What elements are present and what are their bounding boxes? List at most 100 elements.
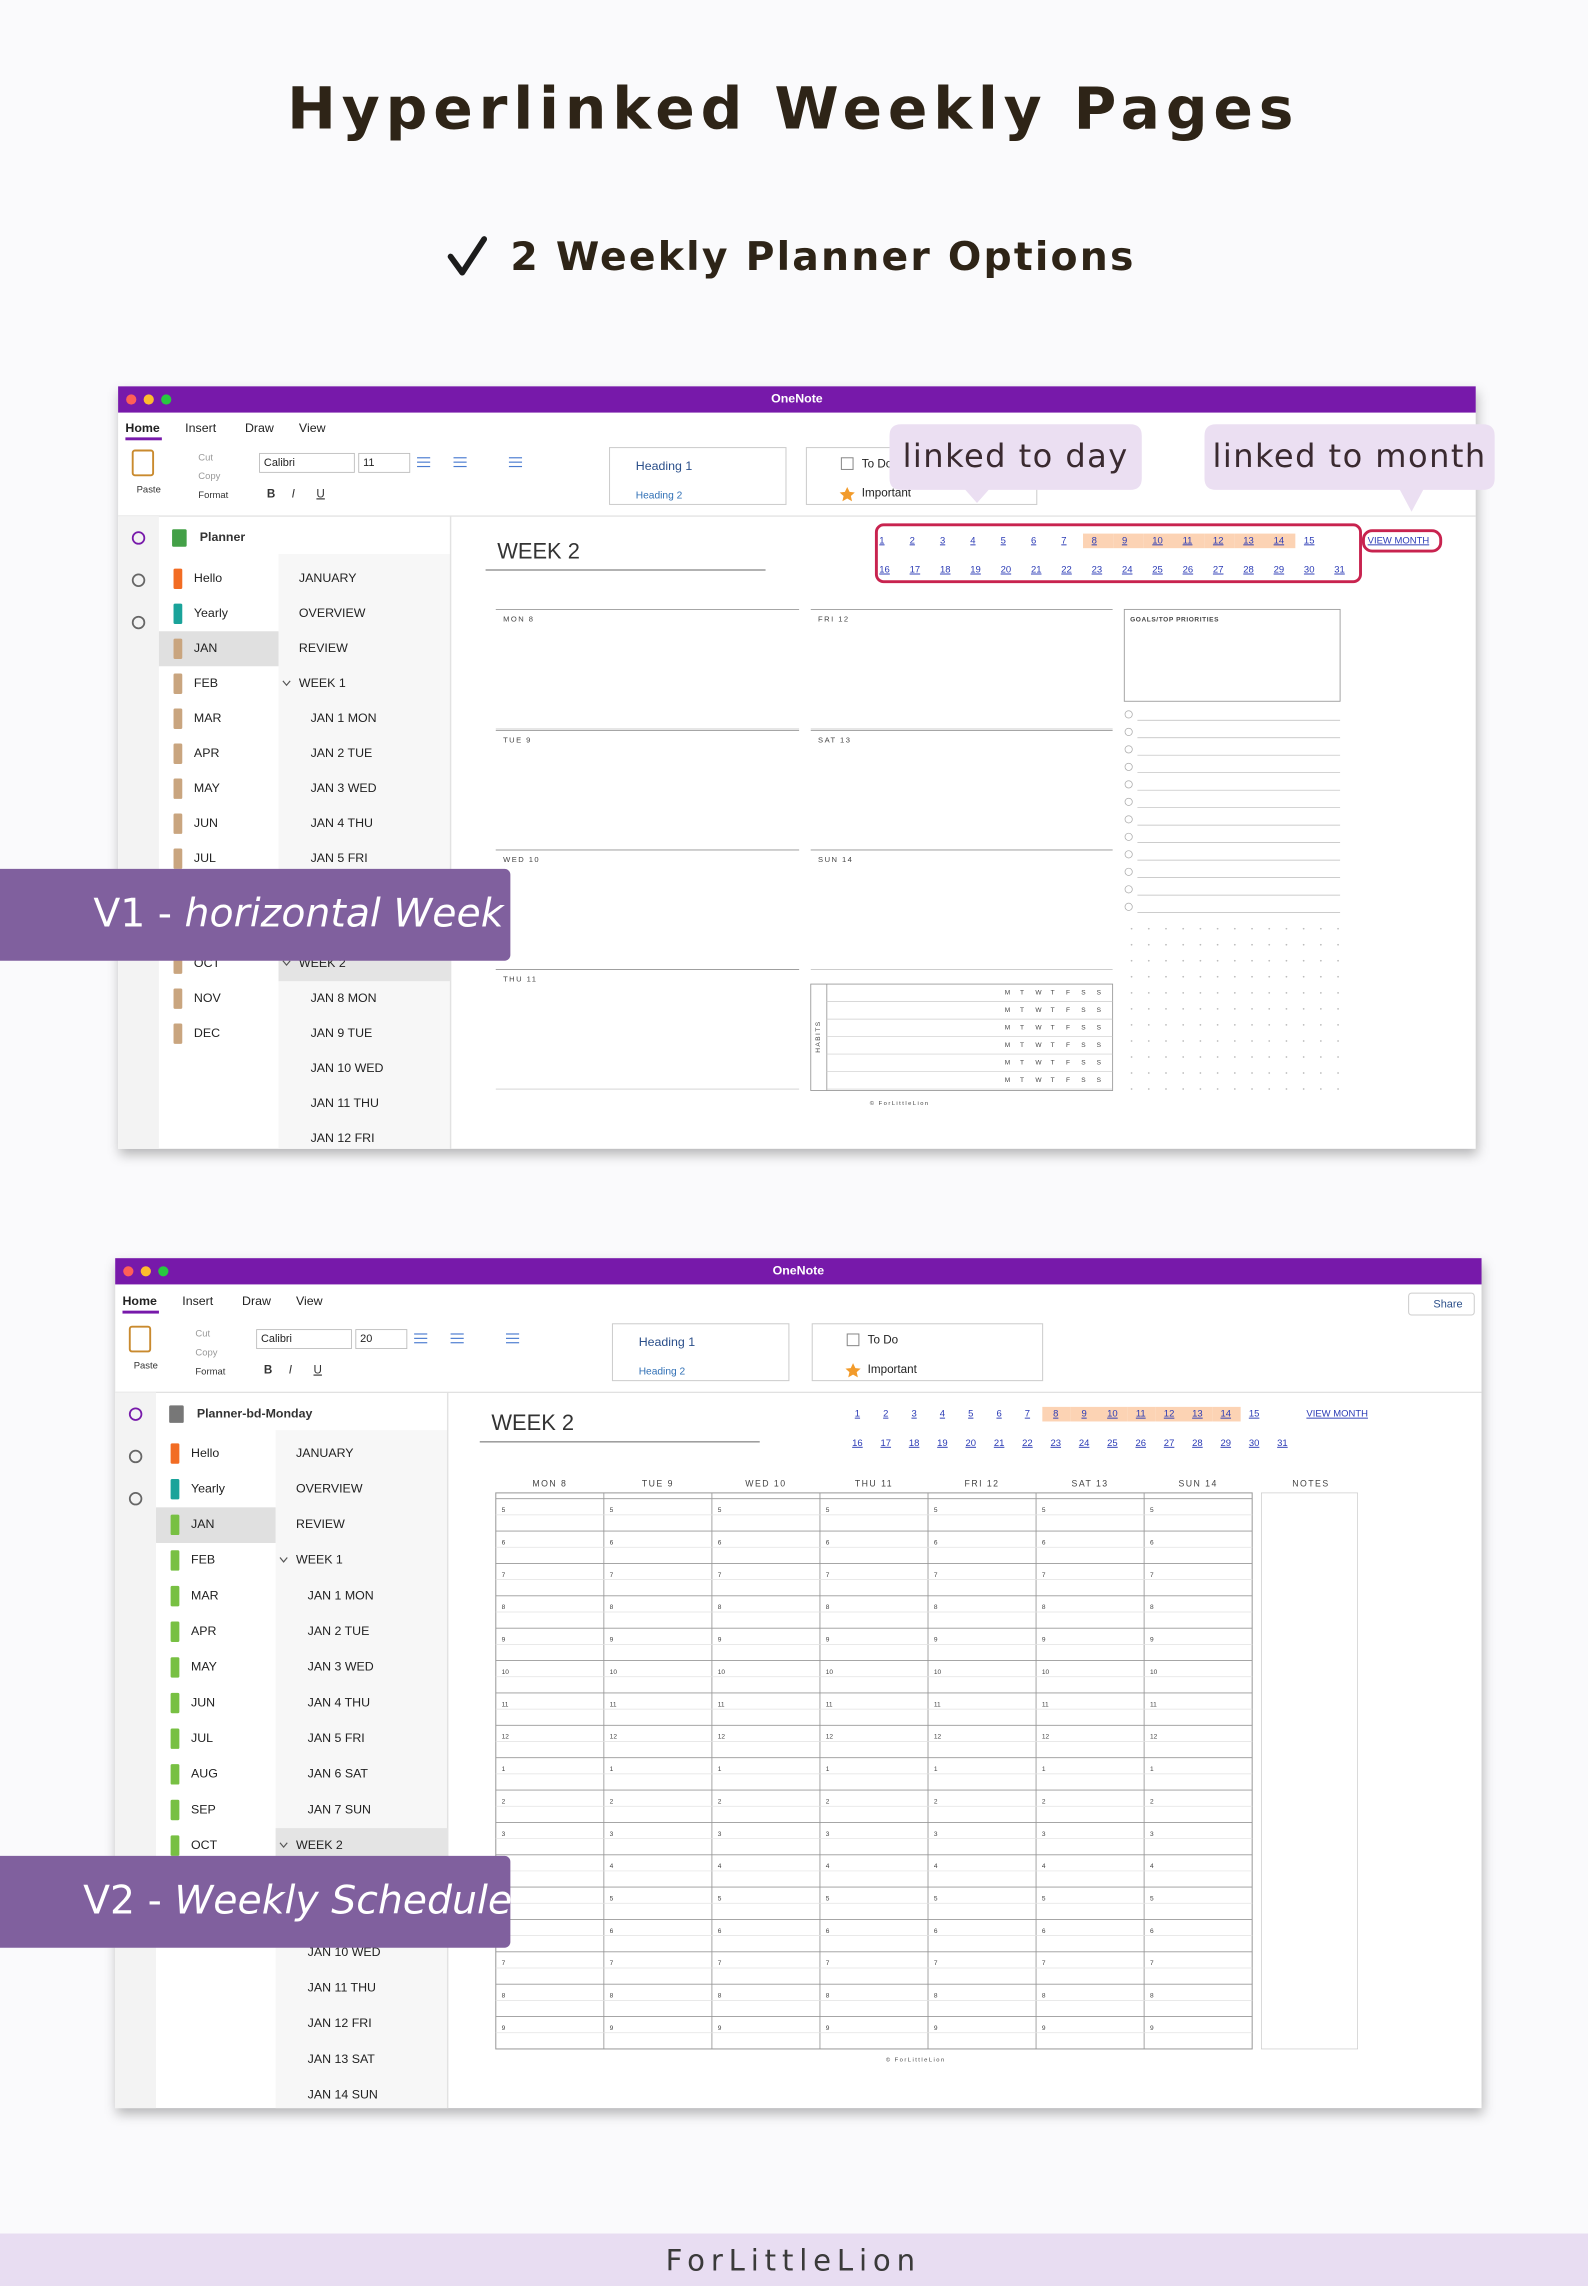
nav-icon[interactable] [131,573,146,587]
day-link[interactable]: 19 [937,1438,948,1449]
style-heading-2[interactable]: Heading 2 [636,490,683,501]
section-name[interactable]: MAY [194,781,220,795]
day-link[interactable]: 21 [1031,565,1042,576]
page-name[interactable]: OVERVIEW [296,1481,363,1495]
checkbox[interactable] [1124,867,1133,876]
notebook-name[interactable]: Planner-bd-Monday [197,1406,313,1420]
section-name[interactable]: MAR [191,1588,219,1602]
day-link[interactable]: 5 [1001,535,1006,546]
font-size-box[interactable] [355,1329,408,1350]
day-link[interactable]: 17 [880,1438,891,1449]
ribbon-tab[interactable]: Draw [242,1294,271,1308]
page-name[interactable]: JAN 2 TUE [311,746,373,760]
format-button[interactable]: I [292,487,296,500]
page-name[interactable]: JAN 12 FRI [311,1131,375,1145]
nav-icon[interactable] [128,1449,143,1464]
window-button[interactable] [143,394,154,405]
day-link[interactable]: 30 [1249,1438,1260,1449]
day-link[interactable]: 26 [1183,565,1194,576]
page-name[interactable]: JAN 2 TUE [308,1624,370,1638]
ribbon-tab[interactable]: Insert [185,421,217,435]
page-name[interactable]: REVIEW [296,1517,345,1531]
view-month-link[interactable]: VIEW MONTH [1306,1409,1368,1420]
section-name[interactable]: JUN [191,1695,215,1709]
day-link[interactable]: 10 [1107,1409,1118,1420]
page-name[interactable]: JAN 6 SAT [308,1767,369,1781]
nav-icon[interactable] [131,531,146,545]
ribbon-tab[interactable]: Home [125,421,160,435]
day-link[interactable]: 30 [1304,565,1315,576]
style-heading-1[interactable]: Heading 1 [639,1335,696,1349]
checkbox[interactable] [1124,727,1133,736]
page-name[interactable]: JAN 14 SUN [308,2087,378,2101]
section-name[interactable]: APR [194,746,220,760]
section-name[interactable]: FEB [194,676,218,690]
nav-icon[interactable] [131,615,146,630]
checkbox[interactable] [1124,850,1133,859]
format-button[interactable]: B [267,487,275,500]
section-name[interactable]: Hello [194,571,222,585]
section-name[interactable]: Yearly [194,606,229,620]
section-name[interactable]: MAR [194,711,222,725]
nav-icon[interactable] [128,1492,143,1506]
tag-important[interactable]: Important [862,487,912,500]
page-name[interactable]: JAN 10 WED [308,1945,381,1959]
day-link[interactable]: 23 [1050,1438,1061,1449]
page-name[interactable]: JAN 9 TUE [311,1026,373,1040]
checkbox[interactable] [1124,745,1133,754]
section-name[interactable]: MAY [191,1660,217,1674]
day-link[interactable]: 20 [1001,565,1012,576]
day-link[interactable]: 11 [1136,1409,1146,1420]
format-button[interactable]: U [314,1364,322,1377]
window-button[interactable] [126,394,137,405]
day-link[interactable]: 27 [1164,1438,1175,1449]
day-link[interactable]: 18 [940,565,951,576]
section-name[interactable]: SEP [191,1802,216,1816]
day-link[interactable]: 31 [1277,1438,1288,1449]
page-name[interactable]: JAN 4 THU [311,816,373,830]
cut-button[interactable]: Cut [198,452,213,463]
page-name[interactable]: JAN 5 FRI [308,1731,365,1745]
day-link[interactable]: 2 [910,535,915,546]
checkbox[interactable] [1124,832,1133,841]
section-name[interactable]: JAN [194,641,217,655]
day-link[interactable]: 13 [1243,535,1254,546]
style-heading-1[interactable]: Heading 1 [636,459,693,473]
day-link[interactable]: 23 [1092,565,1103,576]
day-link[interactable]: 6 [996,1409,1001,1420]
day-link[interactable]: 17 [910,565,921,576]
page-name[interactable]: WEEK 2 [296,1838,343,1852]
page-name[interactable]: JAN 3 WED [308,1660,374,1674]
page-name[interactable]: JAN 1 MON [311,711,377,725]
day-link[interactable]: 10 [1152,535,1163,546]
section-name[interactable]: APR [191,1624,217,1638]
day-link[interactable]: 3 [940,535,945,546]
day-link[interactable]: 22 [1061,565,1072,576]
window-button[interactable] [123,1266,134,1277]
section-name[interactable]: OCT [191,1838,218,1852]
day-link[interactable]: 29 [1220,1438,1231,1449]
view-month-link[interactable]: VIEW MONTH [1368,535,1430,546]
nav-icon[interactable] [128,1407,143,1421]
section-name[interactable]: Yearly [191,1481,226,1495]
day-link[interactable]: 25 [1107,1438,1118,1449]
style-heading-2[interactable]: Heading 2 [639,1367,686,1378]
page-name[interactable]: JAN 7 SUN [308,1802,371,1816]
tag-important[interactable]: Important [868,1363,918,1376]
day-link[interactable]: 14 [1274,535,1285,546]
format-button[interactable]: B [264,1364,272,1377]
day-link[interactable]: 9 [1122,535,1127,546]
section-name[interactable]: JAN [191,1517,214,1531]
ribbon-tab[interactable]: View [299,421,326,435]
style-gallery[interactable] [611,1323,790,1382]
section-name[interactable]: DEC [194,1026,220,1040]
page-name[interactable]: JAN 3 WED [311,781,377,795]
section-name[interactable]: JUN [194,816,218,830]
day-link[interactable]: 7 [1025,1409,1030,1420]
page-name[interactable]: JAN 1 MON [308,1588,374,1602]
day-link[interactable]: 26 [1135,1438,1146,1449]
day-link[interactable]: 7 [1061,535,1066,546]
notebook-name[interactable]: Planner [200,530,246,544]
day-link[interactable]: 28 [1192,1438,1203,1449]
cut-button[interactable]: Cut [195,1328,210,1339]
